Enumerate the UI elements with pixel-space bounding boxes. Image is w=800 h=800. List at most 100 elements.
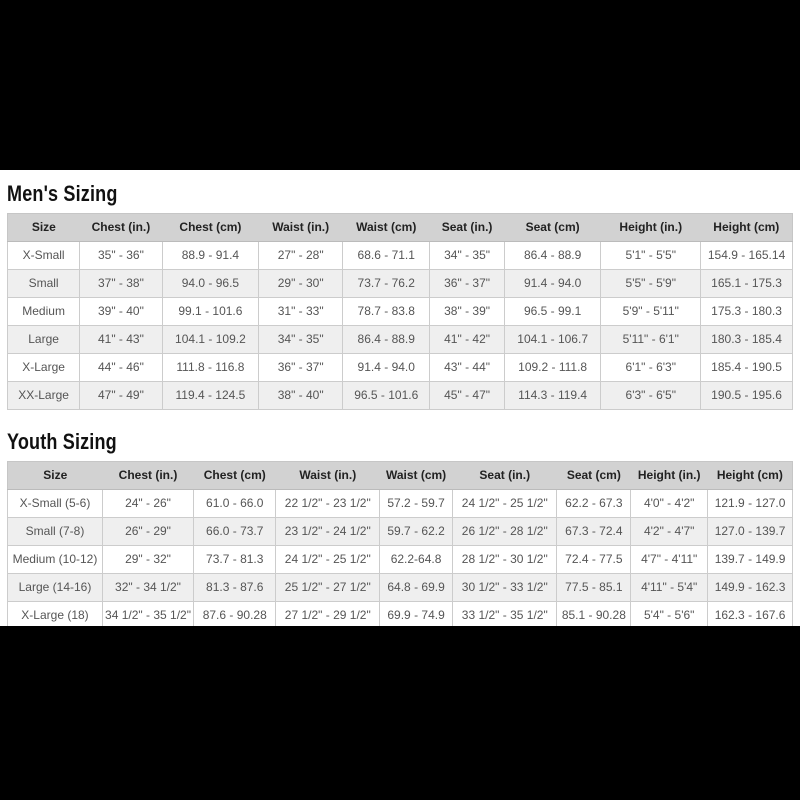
table-cell: 24 1/2" - 25 1/2" [452, 489, 558, 518]
table-cell: 29" - 32" [101, 545, 195, 574]
table-cell: X-Large (18) [7, 601, 103, 630]
table-cell: X-Small [6, 241, 81, 270]
table-cell: 96.5 - 99.1 [503, 297, 602, 326]
table-cell: 86.4 - 88.9 [503, 241, 602, 270]
table-cell: 91.4 - 94.0 [503, 269, 602, 298]
column-header: Chest (cm) [193, 461, 276, 490]
table-cell: 111.8 - 116.8 [161, 353, 260, 382]
table-cell: 78.7 - 83.8 [342, 297, 431, 326]
table-cell: 85.1 - 90.28 [556, 601, 632, 630]
table-cell: 41" - 42" [429, 325, 505, 354]
table-cell: 109.2 - 111.8 [503, 353, 602, 382]
table-cell: 62.2-64.8 [379, 545, 454, 574]
table-cell: 36" - 37" [429, 269, 505, 298]
table-cell: Medium (10-12) [7, 545, 103, 574]
table-cell: Medium [6, 297, 81, 326]
table-cell: 149.9 - 162.3 [707, 573, 793, 602]
mens-table-header-row: Size Chest (in.) Chest (cm) Waist (in.) Wais… [6, 213, 793, 242]
table-cell: XX-Large [6, 381, 81, 410]
column-header: Chest (in.) [102, 461, 194, 490]
table-cell: 4'2" - 4'7" [630, 517, 709, 546]
column-header: Height (cm) [707, 461, 793, 490]
column-header: Seat (in.) [452, 461, 557, 490]
table-cell: 96.5 - 101.6 [342, 381, 431, 410]
table-cell: 139.7 - 149.9 [707, 545, 793, 574]
table-row: Small 37" - 38" 94.0 - 96.5 29" - 30" 73.7 -… [6, 269, 793, 298]
column-header: Seat (cm) [556, 461, 631, 490]
column-header: Chest (cm) [162, 213, 259, 242]
table-cell: 4'0" - 4'2" [630, 489, 709, 518]
table-cell: 5'1" - 5'5" [600, 241, 702, 270]
mens-sizing-title: Men's Sizing [7, 180, 793, 206]
table-cell: 34" - 35" [258, 325, 344, 354]
table-cell: 41" - 43" [79, 325, 163, 354]
sizing-chart-panel: Men's Sizing Size Chest (in.) Chest (cm) Wa… [0, 170, 800, 630]
table-cell: 47" - 49" [79, 381, 163, 410]
table-cell: 36" - 37" [258, 353, 344, 382]
table-row: Medium (10-12) 29" - 32" 73.7 - 81.3 24 1/2… [7, 545, 793, 574]
youth-sizing-title: Youth Sizing [7, 428, 793, 454]
column-header: Chest (in.) [79, 213, 163, 242]
table-cell: Small (7-8) [7, 517, 103, 546]
table-cell: 114.3 - 119.4 [503, 381, 602, 410]
table-cell: 38" - 39" [429, 297, 505, 326]
table-cell: 104.1 - 106.7 [503, 325, 602, 354]
table-cell: 69.9 - 74.9 [379, 601, 454, 630]
table-cell: 190.5 - 195.6 [700, 381, 793, 410]
table-cell: 30 1/2" - 33 1/2" [452, 573, 558, 602]
column-header: Seat (in.) [429, 213, 505, 242]
table-cell: 29" - 30" [258, 269, 344, 298]
table-cell: 39" - 40" [79, 297, 163, 326]
table-cell: 5'9" - 5'11" [600, 297, 702, 326]
table-cell: 35" - 36" [79, 241, 163, 270]
column-header: Waist (in.) [275, 461, 380, 490]
table-cell: 44" - 46" [79, 353, 163, 382]
table-cell: 23 1/2" - 24 1/2" [275, 517, 381, 546]
column-header: Waist (cm) [342, 213, 430, 242]
table-cell: 25 1/2" - 27 1/2" [275, 573, 381, 602]
table-cell: 119.4 - 124.5 [161, 381, 260, 410]
table-cell: 77.5 - 85.1 [556, 573, 632, 602]
table-cell: 165.1 - 175.3 [700, 269, 793, 298]
table-cell: 22 1/2" - 23 1/2" [275, 489, 381, 518]
table-cell: 61.0 - 66.0 [193, 489, 277, 518]
table-cell: 5'11" - 6'1" [600, 325, 702, 354]
table-cell: 5'4" - 5'6" [630, 601, 709, 630]
table-cell: 185.4 - 190.5 [700, 353, 793, 382]
column-header: Height (in.) [600, 213, 701, 242]
table-cell: 86.4 - 88.9 [342, 325, 431, 354]
table-row: XX-Large 47" - 49" 119.4 - 124.5 38" - 40" 9… [6, 381, 793, 410]
table-cell: 34" - 35" [429, 241, 505, 270]
mens-sizing-title-text: Men's Sizing [7, 181, 118, 206]
table-cell: 6'3" - 6'5" [600, 381, 702, 410]
table-cell: X-Large [6, 353, 81, 382]
table-cell: Small [6, 269, 81, 298]
table-cell: 67.3 - 72.4 [556, 517, 632, 546]
table-cell: Large (14-16) [7, 573, 103, 602]
table-cell: 162.3 - 167.6 [707, 601, 793, 630]
table-cell: 81.3 - 87.6 [193, 573, 277, 602]
table-cell: 99.1 - 101.6 [161, 297, 260, 326]
table-cell: X-Small (5-6) [7, 489, 103, 518]
table-cell: 32" - 34 1/2" [101, 573, 195, 602]
top-letterbox [0, 0, 800, 170]
table-cell: 180.3 - 185.4 [700, 325, 793, 354]
table-cell: 73.7 - 76.2 [342, 269, 431, 298]
table-row: Small (7-8) 26" - 29" 66.0 - 73.7 23 1/2" -… [7, 517, 793, 546]
table-cell: 27" - 28" [258, 241, 344, 270]
bottom-letterbox [0, 626, 800, 800]
table-cell: 6'1" - 6'3" [600, 353, 702, 382]
column-header: Waist (in.) [258, 213, 343, 242]
table-cell: 27 1/2" - 29 1/2" [275, 601, 381, 630]
table-cell: 73.7 - 81.3 [193, 545, 277, 574]
column-header: Size [6, 213, 80, 242]
table-cell: 72.4 - 77.5 [556, 545, 632, 574]
youth-table-header-row: Size Chest (in.) Chest (cm) Waist (in.) Wais… [7, 461, 793, 490]
table-cell: 26" - 29" [101, 517, 195, 546]
table-cell: 4'11" - 5'4" [630, 573, 709, 602]
table-cell: 127.0 - 139.7 [707, 517, 793, 546]
table-row: X-Large (18) 34 1/2" - 35 1/2" 87.6 - 90.2… [7, 601, 793, 630]
table-cell: 91.4 - 94.0 [342, 353, 431, 382]
table-cell: 45" - 47" [429, 381, 505, 410]
table-cell: 5'5" - 5'9" [600, 269, 702, 298]
